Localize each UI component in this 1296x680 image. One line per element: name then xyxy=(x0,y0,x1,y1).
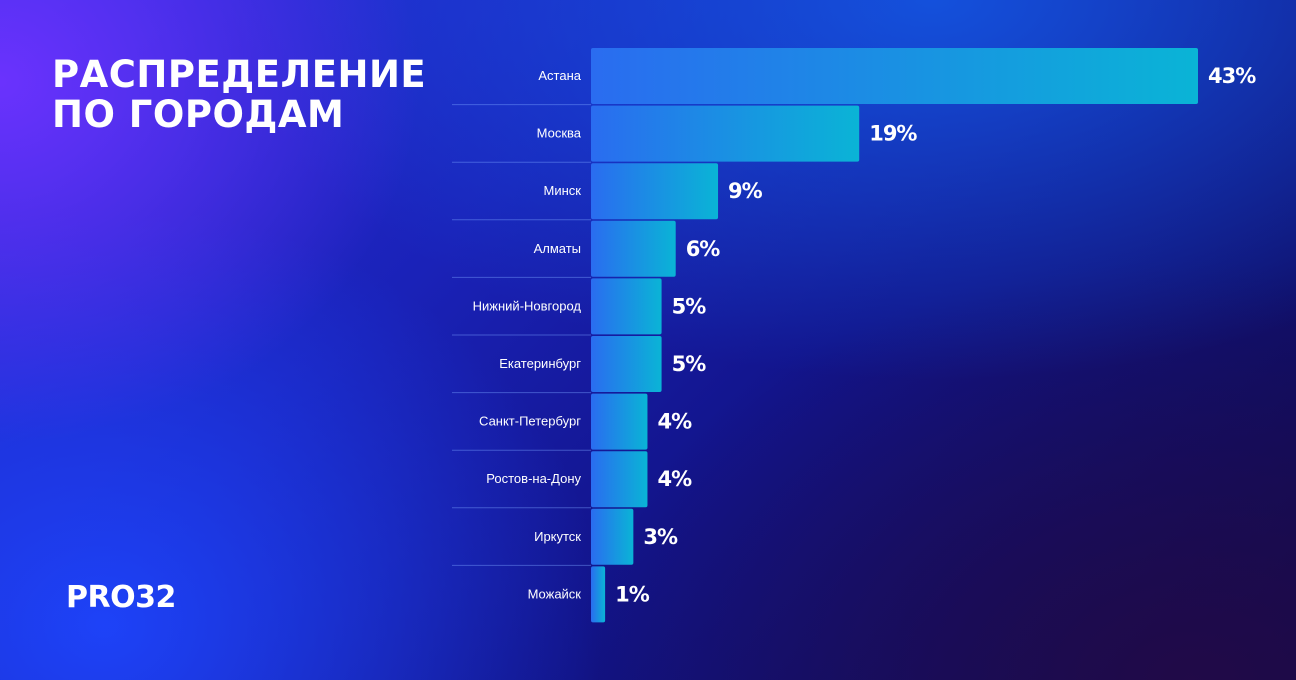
value-label: 4% xyxy=(657,410,692,434)
bar-6 xyxy=(591,393,648,450)
category-label: Нижний-Новгород xyxy=(473,298,582,313)
value-label: 9% xyxy=(728,179,763,203)
bar-5 xyxy=(591,336,662,392)
category-label: Ростов-на-Дону xyxy=(486,471,581,486)
category-label: Екатеринбург xyxy=(499,356,581,371)
bar-1 xyxy=(591,105,860,162)
value-label: 3% xyxy=(643,525,678,549)
value-label: 6% xyxy=(686,237,721,261)
brand-logo: PRO32 xyxy=(66,580,176,615)
bar-4 xyxy=(591,278,662,335)
category-label: Можайск xyxy=(528,586,582,601)
value-label: 5% xyxy=(672,352,707,376)
category-label: Санкт-Петербург xyxy=(479,414,581,429)
value-label: 19% xyxy=(869,122,917,146)
bar-8 xyxy=(591,508,634,565)
value-label: 1% xyxy=(615,582,650,606)
category-label: Алматы xyxy=(534,241,581,256)
category-label: Иркутск xyxy=(534,529,581,544)
bar-0 xyxy=(591,48,1198,104)
chart-title: РАСПРЕДЕЛЕНИЕ ПО ГОРОДАМ xyxy=(52,53,427,136)
category-label: Москва xyxy=(537,126,582,141)
bar-2 xyxy=(591,163,719,220)
category-label: Минск xyxy=(544,183,582,198)
category-label: Астана xyxy=(538,68,581,83)
bar-9 xyxy=(591,566,606,623)
value-label: 4% xyxy=(657,467,692,491)
bar-7 xyxy=(591,451,648,508)
bar-3 xyxy=(591,220,676,277)
value-label: 43% xyxy=(1208,64,1256,88)
value-label: 5% xyxy=(672,294,707,318)
